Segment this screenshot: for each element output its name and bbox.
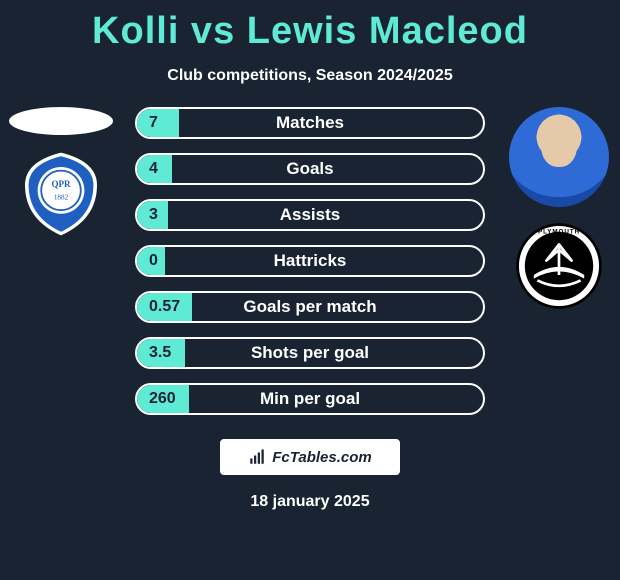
plymouth-crest-icon: PLYMOUTH [514,221,604,311]
stat-row-goals: 4 Goals [135,153,485,185]
svg-text:PLYMOUTH: PLYMOUTH [538,229,580,236]
stat-label: Hattricks [137,251,483,271]
stat-row-shots-per-goal: 3.5 Shots per goal [135,337,485,369]
right-player-avatar [509,107,609,207]
stat-label: Matches [137,113,483,133]
stat-label: Goals [137,159,483,179]
brand-badge: FcTables.com [220,439,400,475]
stat-label: Goals per match [137,297,483,317]
stat-value-left: 0 [137,252,187,270]
chart-icon [248,448,266,466]
date-label: 18 january 2025 [0,493,620,511]
stat-row-min-per-goal: 260 Min per goal [135,383,485,415]
svg-text:QPR: QPR [52,179,71,189]
stat-bars: 7 Matches 4 Goals 3 Assists 0 Hattricks … [135,107,485,415]
stat-value-left: 3 [137,206,187,224]
stat-row-matches: 7 Matches [135,107,485,139]
right-player-column: PLYMOUTH [504,107,614,311]
page-title: Kolli vs Lewis Macleod [0,0,620,53]
subtitle: Club competitions, Season 2024/2025 [0,67,620,85]
stat-value-left: 0.57 [137,298,187,316]
stat-label: Shots per goal [137,343,483,363]
stat-label: Min per goal [137,389,483,409]
svg-text:1882: 1882 [54,193,69,201]
comparison-content: QPR 1882 PLYMOUTH 7 Matches [0,107,620,415]
left-player-column: QPR 1882 [6,107,116,239]
stat-row-assists: 3 Assists [135,199,485,231]
stat-value-left: 3.5 [137,344,187,362]
qpr-crest-icon: QPR 1882 [16,149,106,239]
stat-value-left: 4 [137,160,187,178]
stat-row-goals-per-match: 0.57 Goals per match [135,291,485,323]
stat-value-left: 260 [137,390,187,408]
stat-value-left: 7 [137,114,187,132]
brand-label: FcTables.com [272,449,371,466]
left-player-avatar [9,107,113,135]
stat-label: Assists [137,205,483,225]
stat-row-hattricks: 0 Hattricks [135,245,485,277]
